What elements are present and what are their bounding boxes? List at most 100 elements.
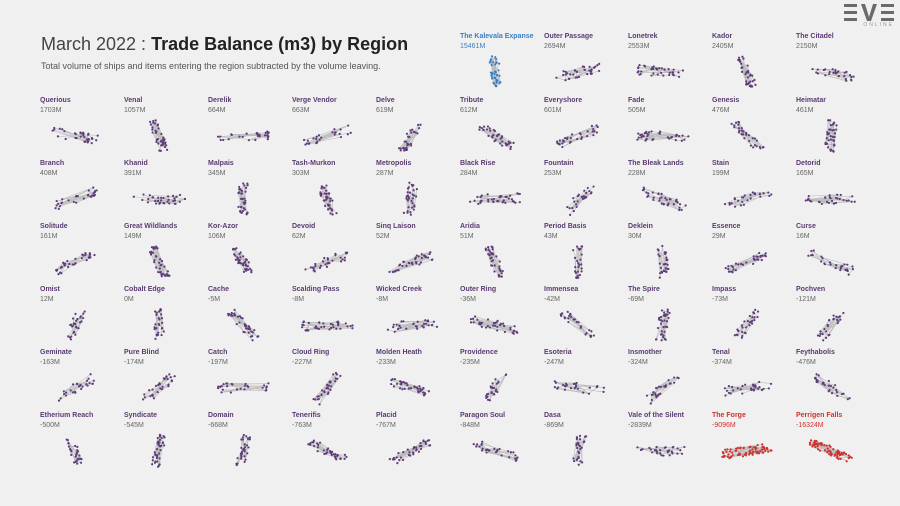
system-dot [589, 334, 593, 337]
system-dot [480, 449, 484, 452]
system-dot [501, 201, 504, 204]
system-dot [76, 458, 79, 461]
system-dot [74, 257, 77, 260]
region-value: 461M [796, 107, 814, 114]
region-cell-dasa: Dasa -869M [544, 412, 628, 474]
system-dot [494, 138, 497, 141]
system-dot [329, 197, 332, 200]
region-value: 62M [292, 233, 306, 240]
system-dot [156, 123, 160, 126]
system-dot [160, 196, 163, 199]
system-dot [573, 256, 577, 259]
region-map [811, 67, 855, 82]
system-dot [667, 379, 670, 382]
system-dot [669, 198, 672, 201]
system-dot [658, 67, 661, 70]
system-dot [724, 448, 727, 451]
system-dot [243, 384, 246, 387]
region-value: -42M [544, 296, 560, 303]
system-dot [244, 263, 247, 266]
region-name: Esoteria [544, 349, 572, 356]
system-dot [829, 445, 832, 448]
system-dot [89, 373, 92, 376]
system-dot [243, 446, 247, 449]
region-cell-placid: Placid -767M [376, 412, 460, 474]
system-dot [492, 200, 495, 204]
system-dot [419, 387, 422, 390]
system-dot [240, 438, 243, 441]
system-dot [160, 144, 163, 147]
region-map [237, 182, 249, 216]
system-dot [512, 451, 515, 454]
system-dot [749, 449, 752, 452]
system-dot [837, 457, 840, 461]
stargate-link [87, 187, 94, 196]
system-dot [76, 445, 79, 448]
stargate-link [816, 374, 844, 394]
system-dot [240, 189, 244, 193]
system-dot [492, 324, 495, 327]
system-dot [807, 195, 810, 198]
stargate-link [317, 443, 331, 453]
system-dot [241, 197, 244, 201]
system-dot [648, 131, 651, 134]
region-value: 2150M [796, 43, 818, 50]
region-value: -9096M [712, 422, 736, 429]
system-dot [71, 324, 74, 328]
system-dot [495, 321, 498, 324]
stargate-link [576, 69, 585, 73]
system-dot [590, 330, 593, 333]
system-dot [575, 381, 578, 385]
system-dot [416, 320, 419, 323]
system-dot [730, 202, 733, 205]
system-dot [572, 382, 575, 386]
region-name: Verge Vendor [292, 97, 337, 104]
system-dot [248, 436, 252, 439]
system-dot [683, 138, 686, 141]
system-dot [499, 270, 502, 273]
system-dot [821, 257, 824, 260]
system-dot [572, 457, 575, 460]
system-dot [229, 391, 233, 394]
system-dot [751, 316, 754, 319]
system-dot [248, 438, 251, 441]
stargate-link [159, 443, 164, 465]
system-dot [835, 451, 838, 454]
system-dot [666, 136, 669, 139]
region-name: Geminate [40, 349, 72, 356]
system-dot [828, 388, 831, 392]
system-dot [749, 74, 752, 77]
system-dot [63, 393, 66, 396]
stargate-link [646, 131, 661, 140]
system-dot [825, 137, 828, 140]
system-dot [410, 206, 414, 209]
system-dot [482, 125, 486, 128]
system-dot [733, 198, 736, 201]
system-dot [235, 462, 238, 465]
region-map [398, 123, 422, 152]
region-name: Aridia [460, 223, 480, 230]
system-dot [751, 80, 754, 83]
system-dot [495, 255, 498, 258]
stargate-link [412, 255, 426, 265]
system-dot [816, 448, 820, 451]
system-dot [753, 137, 757, 140]
region-map [57, 373, 95, 402]
system-dot [330, 385, 333, 388]
system-dot [388, 270, 391, 273]
region-value: 161M [40, 233, 58, 240]
system-dot [339, 374, 342, 378]
system-dot [650, 74, 653, 77]
system-dot [647, 194, 650, 197]
system-dot [392, 326, 395, 329]
system-dot [335, 327, 338, 330]
system-dot [336, 454, 339, 458]
system-dot [659, 266, 662, 269]
stargate-link [659, 259, 667, 264]
system-dot [512, 329, 515, 332]
system-dot [400, 320, 403, 323]
system-dot [659, 272, 662, 275]
system-dot [745, 452, 748, 455]
system-dot [740, 62, 743, 65]
system-dot [507, 450, 510, 453]
